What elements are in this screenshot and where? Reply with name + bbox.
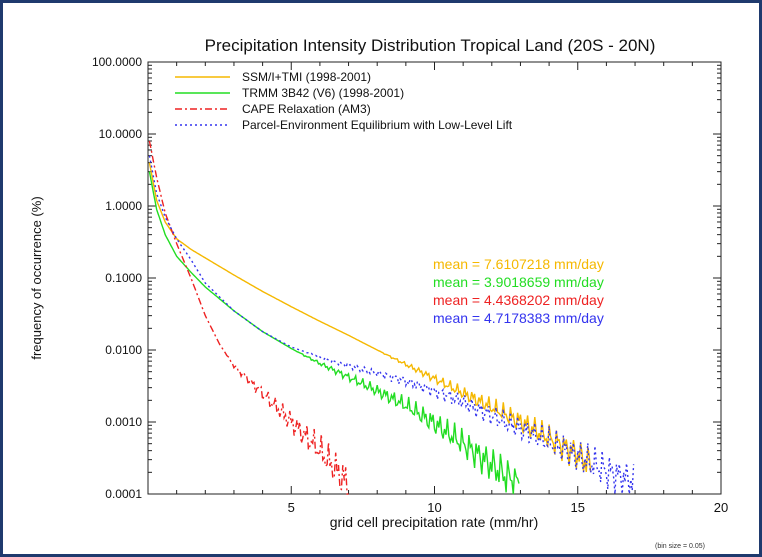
y-axis: 100.0000 10.0000 1.0000 0.1000 0.0100 0.0010 0… (92, 55, 721, 501)
series-line (148, 140, 349, 495)
legend-label: CAPE Relaxation (AM3) (242, 102, 371, 116)
x-axis-label: grid cell precipitation rate (mm/hr) (330, 514, 539, 530)
y-tick-label: 10.0000 (99, 127, 143, 141)
y-tick-label: 0.1000 (105, 271, 142, 285)
mean-label: mean = 7.6107218 mm/day (433, 256, 604, 272)
legend-label: Parcel-Environment Equilibrium with Low-… (242, 118, 513, 132)
mean-label: mean = 4.7178383 mm/day (433, 310, 604, 326)
x-tick-label: 20 (714, 500, 728, 515)
legend-label: TRMM 3B42 (V6) (1998-2001) (242, 86, 404, 100)
mean-label: mean = 3.9018659 mm/day (433, 274, 604, 290)
x-tick-label: 15 (571, 500, 585, 515)
y-tick-label: 0.0001 (105, 487, 142, 501)
legend-label: SSM/I+TMI (1998-2001) (242, 70, 371, 84)
y-tick-label: 100.0000 (92, 55, 142, 69)
mean-annotations: mean = 7.6107218 mm/day mean = 3.9018659 … (433, 256, 604, 326)
series-line (148, 171, 520, 495)
y-tick-label: 0.0100 (105, 343, 142, 357)
series-line (148, 155, 635, 495)
mean-label: mean = 4.4368202 mm/day (433, 292, 604, 308)
y-tick-label: 1.0000 (105, 199, 142, 213)
x-axis: 5 10 15 20 (176, 62, 728, 515)
y-axis-label: frequency of occurrence (%) (29, 196, 44, 359)
bin-size-note: (bin size = 0.05) (655, 543, 705, 550)
y-tick-label: 0.0010 (105, 415, 142, 429)
legend: SSM/I+TMI (1998-2001) TRMM 3B42 (V6) (199… (175, 70, 513, 132)
x-tick-label: 10 (427, 500, 441, 515)
x-tick-label: 5 (288, 500, 295, 515)
series-layer (148, 140, 635, 495)
chart-title: Precipitation Intensity Distribution Tro… (205, 36, 656, 55)
